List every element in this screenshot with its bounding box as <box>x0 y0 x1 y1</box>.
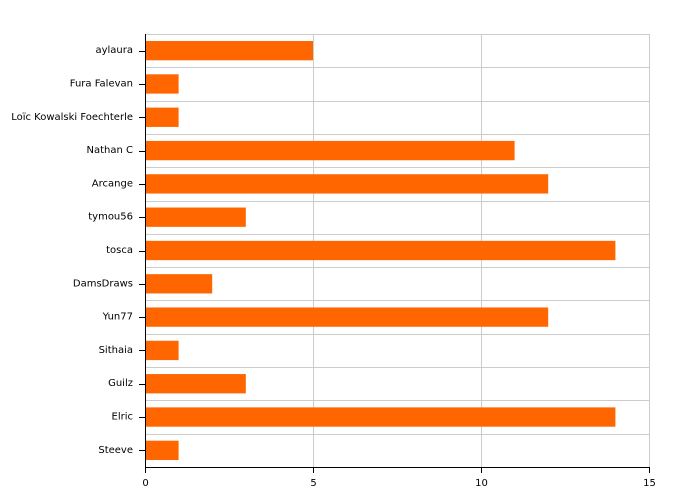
bar-6 <box>145 240 616 261</box>
bar-5 <box>145 207 246 227</box>
category-label: Nathan C <box>87 145 134 156</box>
bar-4 <box>145 174 549 194</box>
x-tick-label: 0 <box>142 478 148 489</box>
label-layer: aylaura Fura Falevan Loïc Kowalski Foechte… <box>11 45 656 489</box>
bar-0 <box>145 40 313 61</box>
category-label: Guilz <box>108 378 133 389</box>
bar-2 <box>145 107 179 127</box>
bar-10 <box>145 374 246 394</box>
x-tick-label: 15 <box>643 478 656 489</box>
category-label: DamsDraws <box>73 278 133 289</box>
category-label: Yun77 <box>102 312 133 323</box>
category-label: Fura Falevan <box>70 78 133 89</box>
category-label: Arcange <box>92 178 133 189</box>
bar-12 <box>145 440 179 461</box>
bar-7 <box>145 274 213 294</box>
axis-layer <box>139 34 650 473</box>
bar-11 <box>145 407 616 427</box>
bar-8 <box>145 307 549 327</box>
category-label: Steeve <box>98 445 133 456</box>
category-label: Loïc Kowalski Foechterle <box>11 112 133 123</box>
category-label: aylaura <box>95 45 133 56</box>
bar-layer <box>145 40 616 461</box>
category-label: tymou56 <box>88 212 133 223</box>
bar-9 <box>145 340 179 361</box>
category-label: tosca <box>106 245 133 256</box>
x-tick-label: 5 <box>310 478 316 489</box>
bar-3 <box>145 140 515 161</box>
x-tick-label: 10 <box>475 478 488 489</box>
category-label: Elric <box>112 412 133 423</box>
bar-1 <box>145 74 179 94</box>
category-label: Sithaia <box>99 345 133 356</box>
